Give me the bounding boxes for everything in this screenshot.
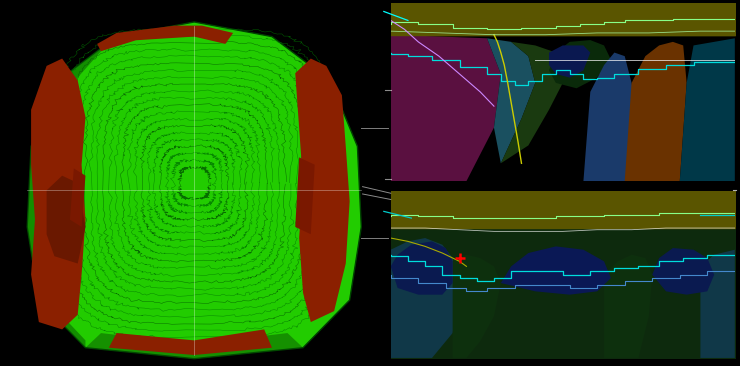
Polygon shape	[583, 53, 639, 181]
Polygon shape	[453, 255, 501, 358]
Polygon shape	[701, 250, 735, 358]
Polygon shape	[549, 45, 591, 78]
Polygon shape	[391, 35, 501, 181]
Polygon shape	[391, 242, 453, 295]
Polygon shape	[549, 40, 611, 88]
Polygon shape	[680, 38, 735, 181]
Polygon shape	[70, 168, 86, 227]
Polygon shape	[604, 255, 652, 358]
Polygon shape	[391, 238, 460, 358]
Polygon shape	[109, 329, 272, 355]
Polygon shape	[295, 59, 350, 322]
Polygon shape	[27, 22, 361, 359]
Polygon shape	[652, 248, 714, 295]
Polygon shape	[487, 38, 535, 163]
Polygon shape	[501, 42, 570, 163]
Polygon shape	[501, 246, 611, 295]
Polygon shape	[97, 26, 233, 51]
Polygon shape	[27, 37, 117, 348]
Polygon shape	[47, 176, 86, 264]
Polygon shape	[31, 59, 86, 329]
Polygon shape	[625, 42, 687, 181]
Polygon shape	[295, 157, 314, 234]
Polygon shape	[86, 333, 303, 359]
